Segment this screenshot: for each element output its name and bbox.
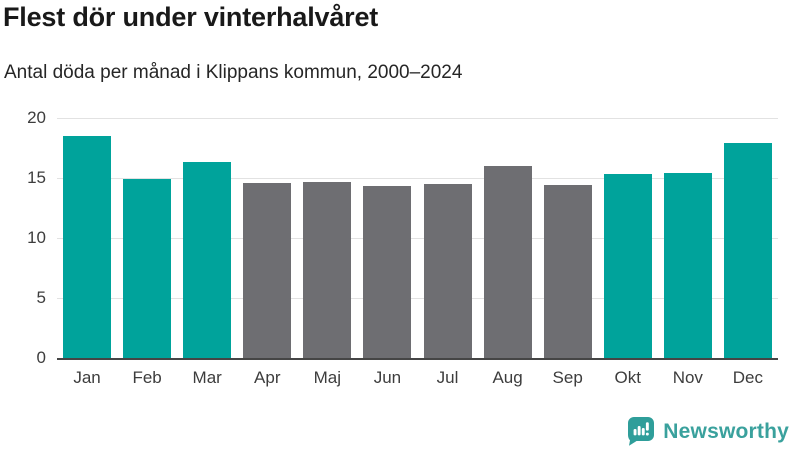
bar-slot bbox=[658, 118, 718, 358]
chart-subtitle: Antal döda per månad i Klippans kommun, … bbox=[4, 62, 463, 83]
x-axis-label-nov: Nov bbox=[672, 368, 703, 387]
x-axis-label-jun: Jun bbox=[373, 368, 402, 387]
bar-jan bbox=[63, 136, 112, 358]
gridline bbox=[57, 118, 778, 119]
x-axis-label-maj: Maj bbox=[313, 368, 342, 387]
x-axis-label-aug: Aug bbox=[492, 368, 523, 387]
y-axis-tick-label: 0 bbox=[36, 348, 46, 367]
x-axis-label-jul: Jul bbox=[436, 368, 459, 387]
bar-okt bbox=[603, 174, 652, 358]
bar-sep bbox=[543, 185, 592, 358]
bar-jul bbox=[423, 184, 472, 358]
y-axis-tick-label: 10 bbox=[27, 228, 46, 247]
brand-name: Newsworthy bbox=[663, 419, 789, 443]
x-axis-label-sep: Sep bbox=[552, 368, 583, 387]
bar-feb bbox=[123, 179, 172, 358]
bar-slot bbox=[117, 118, 177, 358]
bar-slot bbox=[417, 118, 477, 358]
x-axis: Jan Feb Mar Apr Maj Jun Jul Aug Sep Okt Nov Dec bbox=[57, 368, 778, 388]
bar-nov bbox=[663, 173, 712, 358]
x-axis-label-jan: Jan bbox=[73, 368, 101, 387]
y-axis-tick-label: 20 bbox=[27, 108, 46, 127]
bar-dec bbox=[723, 143, 772, 358]
bar-slot bbox=[538, 118, 598, 358]
bar-slot bbox=[177, 118, 237, 358]
newsworthy-chart-bubble-icon bbox=[628, 417, 655, 446]
x-axis-label-feb: Feb bbox=[132, 368, 162, 387]
bar-slot bbox=[357, 118, 417, 358]
bar-slot bbox=[57, 118, 117, 358]
bars bbox=[57, 118, 778, 358]
bar-slot bbox=[718, 118, 778, 358]
bar-slot bbox=[237, 118, 297, 358]
x-axis-baseline bbox=[57, 358, 778, 360]
x-axis-label-mar: Mar bbox=[192, 368, 222, 387]
gridline bbox=[57, 238, 778, 239]
x-axis-label-apr: Apr bbox=[254, 368, 281, 387]
gridline bbox=[57, 298, 778, 299]
newsworthy-logo: Newsworthy bbox=[627, 415, 789, 448]
bar-mar bbox=[183, 162, 232, 358]
bar-chart-plot-area bbox=[57, 118, 778, 360]
y-axis: 0 5 10 15 20 bbox=[0, 108, 46, 367]
bar-apr bbox=[243, 182, 292, 358]
x-axis-label-okt: Okt bbox=[614, 368, 641, 387]
bar-maj bbox=[303, 181, 352, 358]
gridline bbox=[57, 178, 778, 179]
bar-slot bbox=[297, 118, 357, 358]
bar-slot bbox=[598, 118, 658, 358]
y-axis-tick-label: 5 bbox=[36, 288, 46, 307]
chart-title: Flest dör under vinterhalvåret bbox=[3, 2, 379, 32]
bar-slot bbox=[478, 118, 538, 358]
bar-jun bbox=[363, 186, 412, 358]
x-axis-label-dec: Dec bbox=[732, 368, 764, 387]
y-axis-tick-label: 15 bbox=[27, 168, 46, 187]
bar-aug bbox=[483, 166, 532, 358]
